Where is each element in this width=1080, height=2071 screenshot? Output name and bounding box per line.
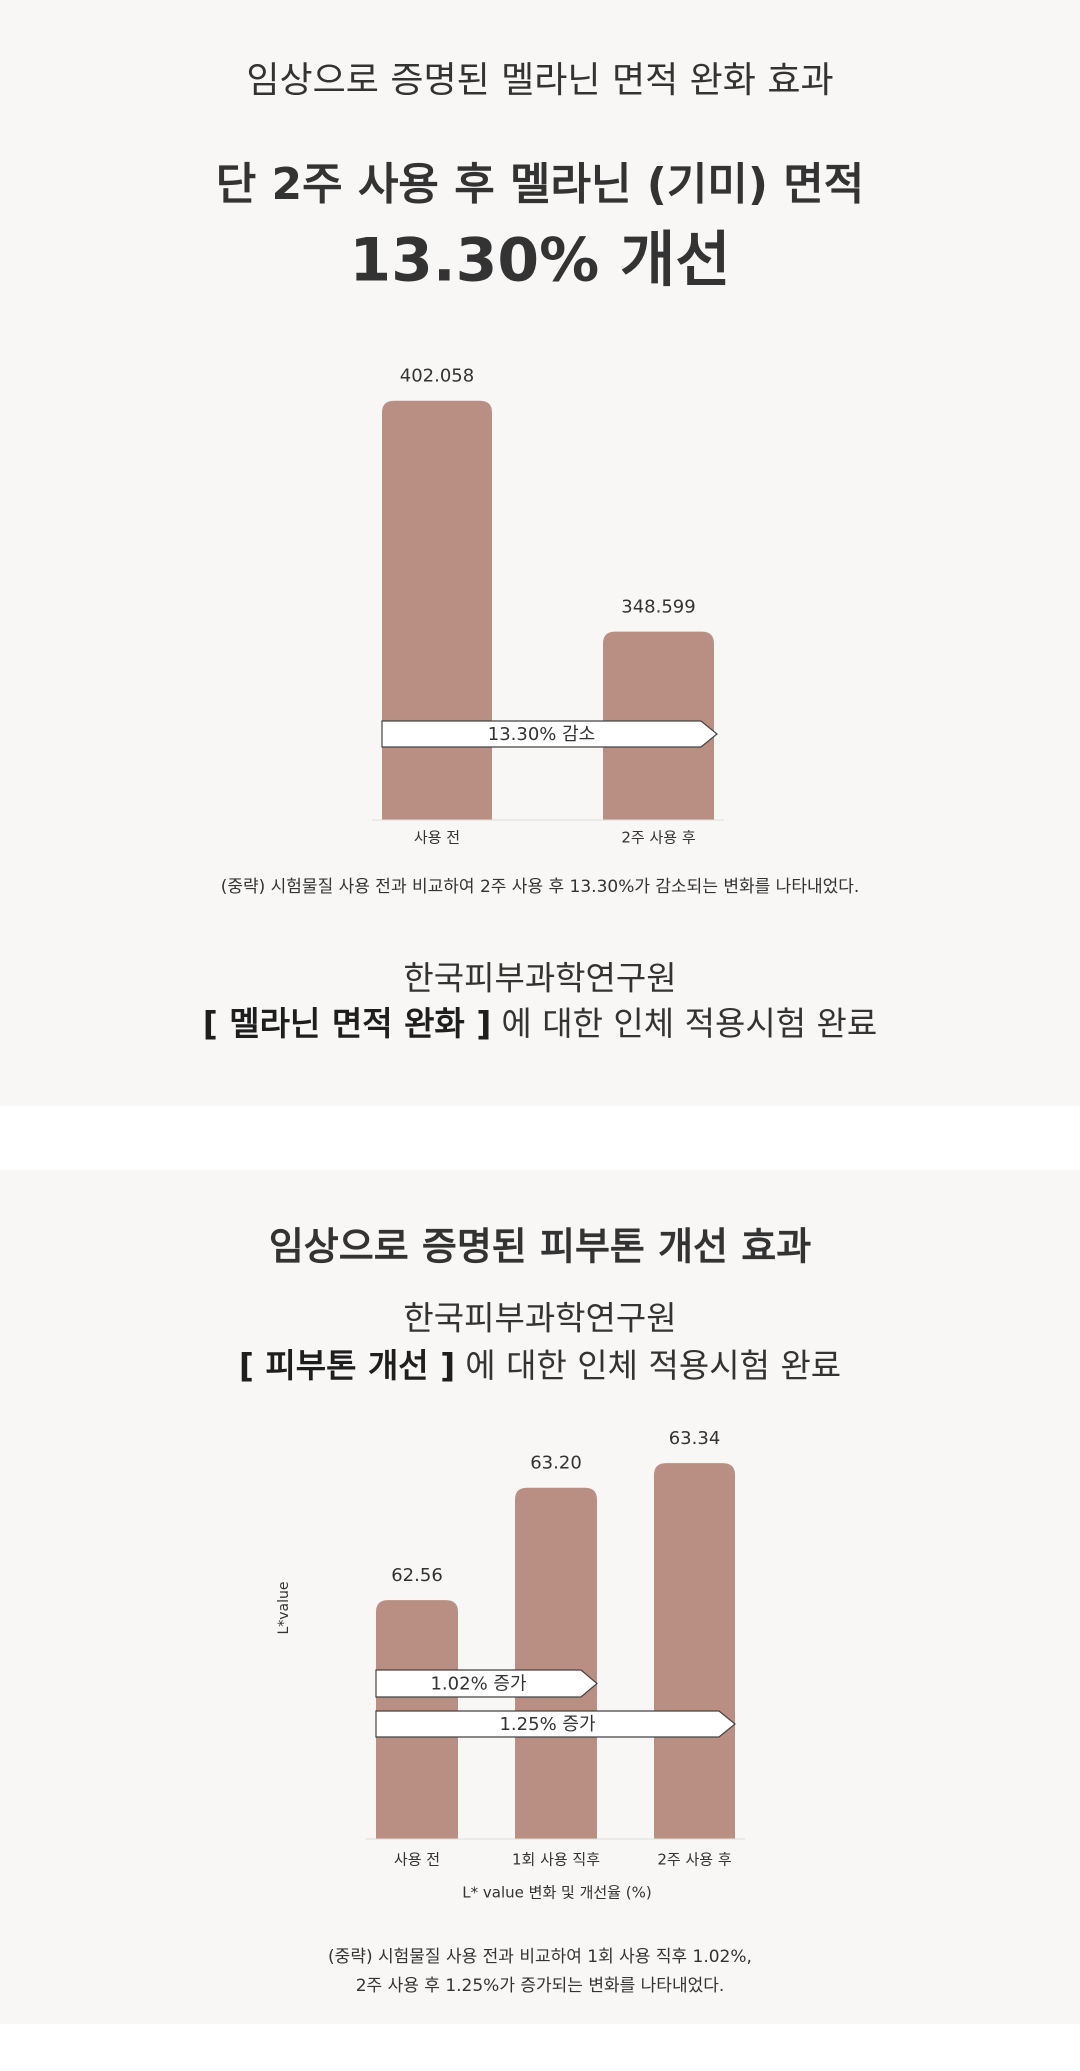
- highlight: 13.30% 개선: [349, 226, 730, 296]
- x-tick-label: 사용 전: [414, 829, 460, 847]
- footnote: (중략) 시험물질 사용 전과 비교하여 1회 사용 직후 1.02%,: [328, 1947, 752, 1967]
- test-name: [ 피부톤 개선 ]: [239, 1346, 455, 1385]
- section-bg: [0, 0, 1080, 1106]
- test-line: [ 피부톤 개선 ] 에 대한 인체 적용시험 완료: [239, 1346, 841, 1385]
- section-title: 임상으로 증명된 피부톤 개선 효과: [269, 1225, 811, 1269]
- value-label: 63.20: [530, 1453, 582, 1474]
- footnote: (중략) 시험물질 사용 전과 비교하여 2주 사용 후 13.30%가 감소되…: [221, 877, 860, 897]
- value-label: 63.34: [669, 1428, 721, 1449]
- test-note: 에 대한 인체 적용시험 완료: [465, 1346, 841, 1385]
- x-tick-label: 2주 사용 후: [657, 1851, 731, 1869]
- x-tick-label: 사용 전: [394, 1851, 440, 1869]
- institute: 한국피부과학연구원: [403, 1299, 676, 1338]
- arrow: [381, 720, 718, 748]
- x-tick-label: 1회 사용 직후: [512, 1851, 600, 1869]
- bar: [382, 400, 492, 820]
- value-label: 62.56: [391, 1565, 443, 1586]
- annotation: 1.25% 증가: [499, 1714, 595, 1735]
- bar: [654, 1463, 735, 1839]
- institute: 한국피부과학연구원: [403, 959, 676, 998]
- footnote: 2주 사용 후 1.25%가 증가되는 변화를 나타내었다.: [356, 1976, 725, 1996]
- test-name: [ 멜라닌 면적 완화 ]: [203, 1004, 492, 1043]
- value-label: 348.599: [621, 597, 695, 618]
- test-note: 에 대한 인체 적용시험 완료: [501, 1004, 877, 1043]
- value-label: 402.058: [400, 366, 474, 387]
- section-title: 임상으로 증명된 멜라닌 면적 완화 효과: [246, 60, 833, 101]
- headline: 단 2주 사용 후 멜라닌 (기미) 면적: [216, 159, 865, 210]
- annotation: 1.02% 증가: [430, 1674, 526, 1695]
- bar: [515, 1487, 597, 1839]
- annotation: 13.30% 감소: [488, 724, 595, 745]
- y-axis-label: L*value: [276, 1581, 292, 1634]
- x-axis-label: L* value 변화 및 개선율 (%): [462, 1884, 651, 1902]
- test-line: [ 멜라닌 면적 완화 ] 에 대한 인체 적용시험 완료: [203, 1004, 878, 1043]
- x-tick-label: 2주 사용 후: [621, 829, 695, 847]
- arrow: [375, 1669, 598, 1698]
- arrow: [375, 1710, 736, 1738]
